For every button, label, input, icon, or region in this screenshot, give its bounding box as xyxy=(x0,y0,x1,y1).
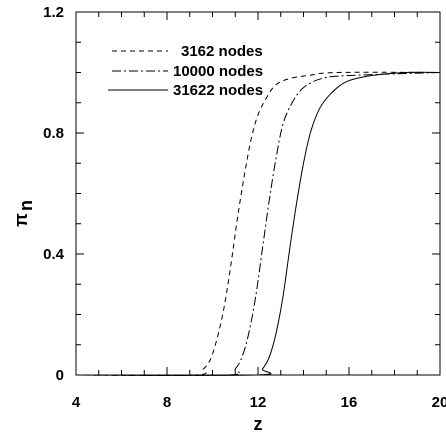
legend-label-10000: 10000 nodes xyxy=(173,63,263,80)
x-tick-label: 8 xyxy=(163,394,171,411)
legend: 3162 nodes 10000 nodes 31622 nodes xyxy=(108,43,263,99)
tick-marks xyxy=(75,11,441,376)
y-axis-title-symbol: π xyxy=(11,213,31,227)
x-axis-title: z xyxy=(254,414,263,434)
y-tick-labels: 0 0.4 0.8 1.2 xyxy=(43,4,65,384)
x-tick-label: 4 xyxy=(72,394,81,411)
x-tick-label: 12 xyxy=(250,394,267,411)
series-line-31622 xyxy=(75,71,441,376)
series-line-3162 xyxy=(75,71,441,376)
x-tick-label: 16 xyxy=(341,394,358,411)
legend-label-3162: 3162 nodes xyxy=(181,43,263,60)
y-axis-title-subscript: n xyxy=(16,200,36,211)
y-tick-label: 0 xyxy=(56,367,64,384)
x-tick-label: 20 xyxy=(432,394,446,411)
x-tick-labels: 4 8 12 16 20 xyxy=(72,394,446,411)
y-axis-title: π n xyxy=(11,200,36,227)
legend-label-31622: 31622 nodes xyxy=(173,82,263,99)
y-tick-label: 0.4 xyxy=(43,246,65,263)
series-lines xyxy=(75,71,441,376)
y-tick-label: 1.2 xyxy=(43,4,64,21)
series-line-10000 xyxy=(75,72,441,376)
y-tick-label: 0.8 xyxy=(43,125,64,142)
